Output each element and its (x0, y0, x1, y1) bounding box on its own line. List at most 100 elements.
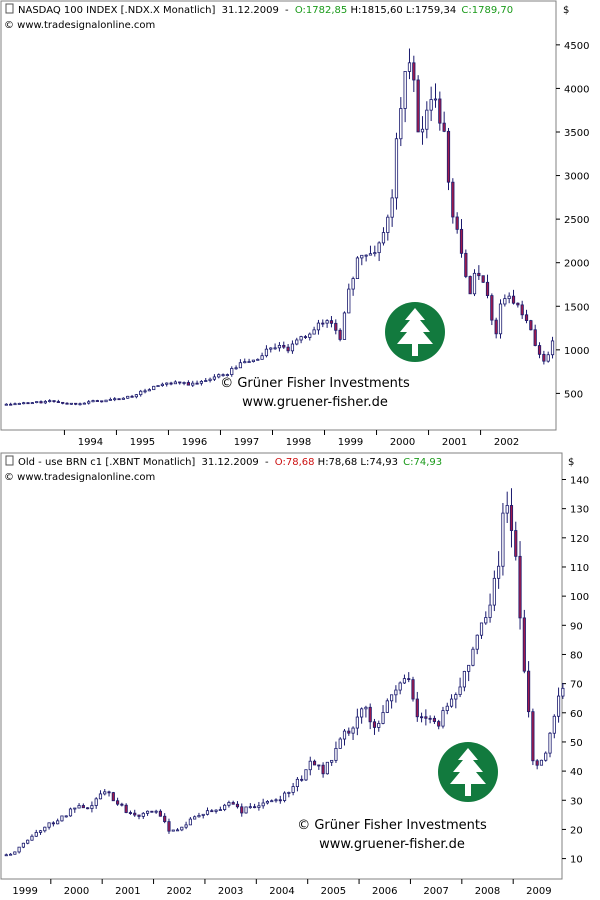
candle (419, 712, 424, 723)
candle (221, 373, 225, 377)
candle (355, 256, 360, 279)
candle (269, 347, 273, 353)
candle (527, 661, 531, 718)
candle (462, 670, 466, 692)
candle (308, 332, 312, 341)
candle (561, 682, 565, 699)
candle (364, 254, 368, 262)
candle (4, 403, 8, 406)
candle (368, 245, 373, 256)
y-axis-ticks: 500 1000 1500 2000 2500 3000 3500 4000 4500 (556, 41, 589, 400)
candle (481, 275, 485, 283)
candle (472, 269, 477, 297)
x-axis-ticks: 1999 2000 2001 2002 2003 2004 2005 2006 2007 2008… (12, 879, 552, 897)
candle (182, 381, 186, 386)
candle (121, 397, 125, 400)
candle (546, 351, 550, 363)
candle (86, 807, 90, 810)
candle (484, 611, 488, 625)
candle (35, 401, 39, 404)
candle (64, 815, 68, 818)
candle (524, 309, 529, 324)
candle (381, 705, 385, 725)
candle (30, 834, 34, 841)
header-low: L:1759,34 (406, 5, 456, 16)
candle (317, 764, 321, 770)
candle (4, 853, 8, 857)
svg-text:Old - use BRN c1 [.XBNT Monat: Old - use BRN c1 [.XBNT Monatlich] 31.12… (18, 457, 442, 468)
header-marker-icon[interactable] (5, 3, 14, 14)
candle (451, 178, 455, 224)
y-tick-label: 70 (570, 680, 583, 691)
candle (304, 769, 308, 782)
candle (437, 719, 441, 730)
candle (497, 551, 501, 589)
candle (548, 731, 552, 758)
candle (95, 399, 99, 402)
candle (342, 728, 347, 746)
gfi-logo (385, 302, 445, 362)
y-tick-label: 120 (570, 534, 589, 545)
candle (126, 395, 130, 399)
candle (386, 214, 390, 241)
candle (273, 343, 277, 350)
header-close: C:74,93 (403, 457, 442, 468)
candle (385, 698, 389, 714)
candle (351, 276, 355, 296)
candle (425, 101, 429, 139)
brent-chart-panel: Old - use BRN c1 [.XBNT Monatlich] 31.12… (0, 452, 600, 900)
y-tick-label: 30 (570, 796, 583, 807)
candle (325, 319, 329, 328)
source-credit: © www.tradesignalonline.com (4, 472, 155, 483)
x-tick-label: 1999 (338, 437, 363, 448)
candle (13, 402, 17, 406)
candle (441, 706, 445, 729)
candle (30, 402, 34, 405)
candle (355, 708, 359, 736)
watermark-line1: © Grüner Fisher Investments (220, 376, 410, 391)
x-tick-label: 2009 (526, 886, 551, 897)
candle (377, 241, 381, 262)
candle (227, 800, 231, 808)
candle (235, 801, 240, 809)
candle (100, 400, 104, 403)
candle (82, 402, 86, 405)
header-marker-icon[interactable] (5, 455, 14, 466)
candle (199, 380, 204, 386)
candle (17, 846, 21, 854)
candle (22, 401, 26, 405)
candle (201, 813, 205, 819)
header-sep: - (265, 457, 269, 468)
candle (539, 759, 544, 766)
candle (454, 692, 458, 709)
candle (8, 853, 13, 856)
candle (535, 759, 539, 770)
brent-chart: Old - use BRN c1 [.XBNT Monatlich] 31.12… (0, 452, 589, 897)
candle (111, 791, 115, 802)
x-tick-label: 1995 (130, 437, 155, 448)
candle (398, 681, 402, 695)
candle (312, 759, 317, 766)
candle (458, 677, 462, 698)
header-high: H:78,68 (318, 457, 358, 468)
watermark: © Grüner Fisher Investments www.gruener-… (297, 818, 487, 852)
candle (394, 685, 398, 703)
candle (38, 829, 43, 835)
candle (334, 741, 338, 763)
candle (81, 803, 85, 809)
candle (381, 227, 386, 246)
candle (48, 399, 52, 403)
candle (158, 809, 162, 817)
candle (39, 400, 43, 404)
watermark-line2: www.gruener-fisher.de (319, 837, 465, 852)
y-tick-label: 1500 (564, 302, 589, 313)
header-open: O:78,68 (275, 457, 315, 468)
candle (212, 374, 217, 382)
y-tick-label: 20 (570, 825, 583, 836)
candle (394, 132, 399, 210)
candle (152, 385, 156, 391)
candle (479, 622, 484, 639)
currency-label: $ (563, 5, 569, 16)
candle (169, 381, 173, 386)
x-tick-label: 2000 (390, 437, 415, 448)
